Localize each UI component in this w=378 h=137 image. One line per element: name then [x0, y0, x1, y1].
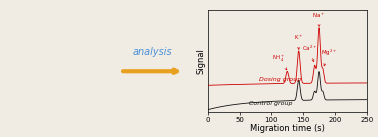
- Text: K$^+$: K$^+$: [294, 33, 303, 50]
- X-axis label: Migration time (s): Migration time (s): [250, 124, 325, 133]
- FancyArrowPatch shape: [123, 70, 177, 73]
- Text: NH$_4^+$: NH$_4^+$: [272, 53, 287, 70]
- Text: Control group: Control group: [249, 101, 293, 106]
- Text: Dosing group: Dosing group: [259, 77, 301, 82]
- Text: Na$^+$: Na$^+$: [313, 11, 325, 27]
- Text: analysis: analysis: [132, 47, 172, 57]
- Text: Ca$^{2+}$: Ca$^{2+}$: [302, 44, 317, 62]
- Y-axis label: Signal: Signal: [196, 48, 205, 74]
- Text: Mg$^{2+}$: Mg$^{2+}$: [321, 48, 337, 66]
